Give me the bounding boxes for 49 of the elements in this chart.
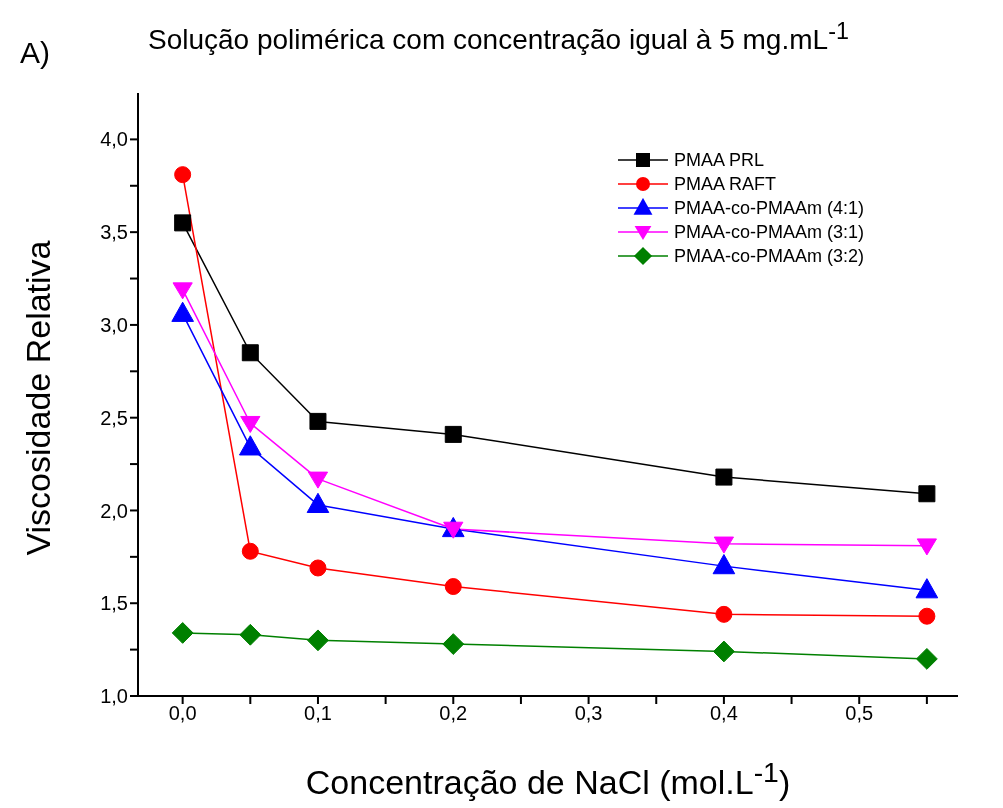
- x-tick-label: 0,5: [845, 702, 874, 725]
- y-tick-label: 2,0: [100, 499, 128, 522]
- point: [712, 554, 736, 575]
- point: [715, 605, 733, 623]
- point: [918, 485, 936, 503]
- point: [174, 166, 192, 184]
- x-axis-title: Concentração de NaCl (mol.L$^{-1}$): [304, 756, 792, 803]
- legend-label: PMAA-co-PMAAm (3:1): [674, 221, 865, 243]
- point: [241, 344, 259, 362]
- point: [713, 536, 735, 554]
- legend-label: PMAA-co-PMAAm (3:2): [674, 245, 865, 267]
- point: [239, 623, 262, 646]
- point: [915, 578, 939, 599]
- y-tick-label: 3,5: [100, 221, 128, 244]
- point: [713, 640, 735, 663]
- legend-label: PMAA-co-PMAAm (4:1): [674, 197, 865, 219]
- point: [918, 607, 936, 625]
- y-axis-title: Viscosidade Relativa: [18, 240, 58, 556]
- point: [715, 468, 733, 486]
- point: [172, 282, 193, 300]
- x-tick-label: 0,2: [439, 702, 468, 725]
- point: [307, 471, 329, 489]
- y-tick-label: 2,5: [100, 406, 128, 429]
- point: [174, 214, 192, 232]
- point: [309, 559, 327, 577]
- point: [916, 538, 937, 556]
- point: [239, 435, 262, 456]
- y-tick-label: 1,5: [100, 592, 128, 615]
- point: [442, 633, 465, 655]
- x-tick-label: 0,3: [574, 702, 603, 725]
- point: [171, 622, 194, 644]
- x-tick-label: 0,1: [304, 702, 332, 725]
- text: A): [20, 36, 50, 70]
- point: [307, 629, 329, 652]
- x-tick-label: 0,4: [710, 702, 738, 725]
- point: [309, 412, 327, 430]
- chart-title: Solução polimérica com concentração igual à 5 mg.mL$^{-1}$: [148, 18, 849, 57]
- point: [241, 542, 259, 560]
- x-tick-label: 0,0: [168, 702, 197, 725]
- point: [444, 425, 462, 443]
- legend-label: PMAA PRL: [674, 149, 765, 171]
- point: [915, 647, 938, 670]
- legend-label: PMAA RAFT: [674, 173, 777, 195]
- point: [444, 578, 462, 596]
- y-tick-label: 1,0: [100, 685, 128, 708]
- y-tick-label: 4,0: [100, 128, 128, 151]
- y-tick-label: 3,0: [100, 314, 128, 337]
- point: [443, 521, 464, 539]
- point: [240, 415, 261, 433]
